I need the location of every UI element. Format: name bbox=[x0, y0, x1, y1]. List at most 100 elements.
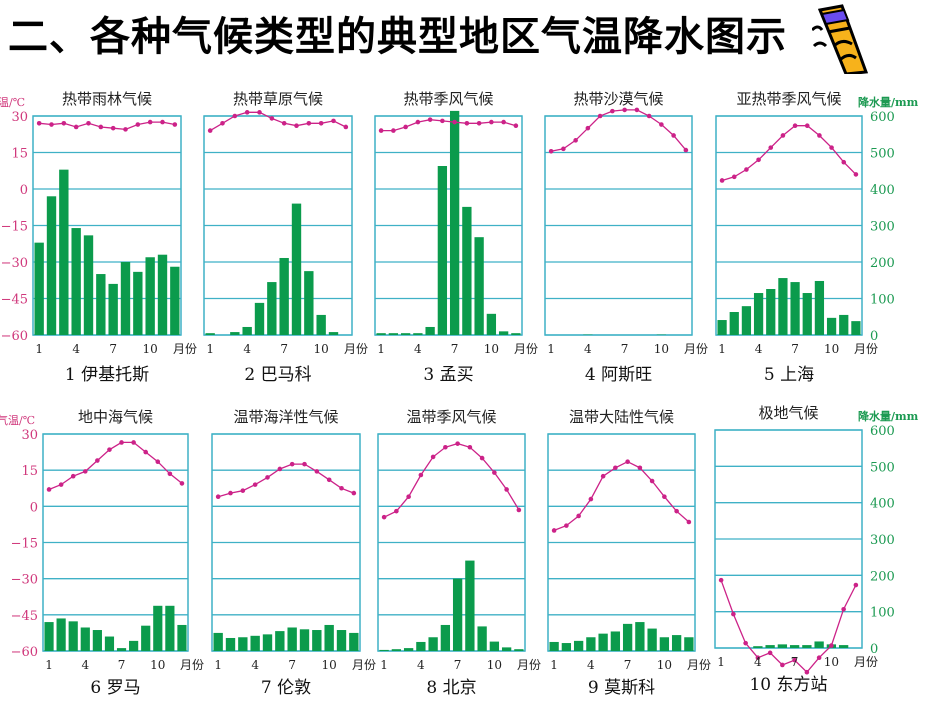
temperature-point bbox=[110, 125, 116, 131]
temperature-point bbox=[58, 482, 64, 487]
precip-bar bbox=[561, 643, 572, 651]
chart-title: 热带草原气候 bbox=[233, 90, 323, 108]
month-tick: 10 bbox=[322, 658, 337, 672]
precip-bar bbox=[647, 628, 657, 651]
temperature-point bbox=[318, 121, 324, 126]
temperature-point bbox=[649, 478, 655, 484]
month-tick: 7 bbox=[454, 658, 462, 672]
precip-bar bbox=[379, 649, 389, 651]
precip-tick: 100 bbox=[870, 293, 895, 308]
temperature-point bbox=[731, 174, 737, 180]
temp-tick: 15 bbox=[21, 464, 38, 479]
precip-bar bbox=[230, 332, 240, 335]
precip-bar bbox=[440, 624, 451, 651]
temperature-point bbox=[378, 128, 384, 133]
temperature-point bbox=[220, 121, 225, 126]
station-caption: 5 上海 bbox=[764, 365, 814, 385]
precip-bar bbox=[717, 320, 727, 335]
precip-bar bbox=[610, 631, 621, 651]
month-tick: 1 bbox=[214, 658, 222, 672]
temperature-point bbox=[452, 119, 457, 125]
temperature-point bbox=[464, 121, 470, 126]
temperature-point bbox=[427, 117, 433, 122]
temperature-line bbox=[550, 109, 687, 152]
precip-bar bbox=[802, 645, 812, 648]
chart-title: 温带海洋性气候 bbox=[233, 408, 338, 426]
precip-bar bbox=[598, 633, 608, 651]
precip-bar bbox=[753, 646, 763, 648]
station-caption: 2 巴马科 bbox=[244, 365, 311, 385]
temperature-point bbox=[476, 121, 482, 126]
precip-bar bbox=[153, 605, 163, 651]
precip-bar bbox=[71, 228, 81, 335]
temperature-point bbox=[326, 477, 332, 483]
temperature-point bbox=[659, 122, 664, 127]
precip-bar bbox=[80, 627, 90, 651]
temperature-point bbox=[671, 133, 676, 138]
temperature-line bbox=[48, 441, 183, 491]
temperature-point bbox=[160, 119, 165, 125]
temp-tick: 30 bbox=[21, 428, 38, 443]
temperature-point bbox=[576, 513, 581, 519]
precip-bar bbox=[129, 640, 139, 651]
temp-tick: −60 bbox=[1, 329, 28, 344]
temperature-point bbox=[95, 458, 100, 463]
temp-axis-label: 气温/℃ bbox=[0, 95, 25, 109]
temperature-point bbox=[46, 487, 52, 492]
precip-bar bbox=[437, 166, 448, 335]
precip-bar bbox=[671, 635, 682, 651]
station-caption: 6 罗马 bbox=[90, 678, 140, 698]
precip-bar bbox=[586, 637, 596, 651]
precip-tick: 600 bbox=[870, 110, 895, 125]
temperature-point bbox=[232, 113, 238, 119]
temperature-point bbox=[131, 440, 136, 445]
temperature-point bbox=[551, 528, 557, 533]
month-tick: 4 bbox=[251, 658, 259, 672]
month-tick: 7 bbox=[109, 342, 117, 356]
precip-bar bbox=[145, 257, 155, 335]
precip-bar bbox=[839, 314, 849, 335]
temp-tick: −30 bbox=[11, 573, 38, 588]
precip-bar bbox=[498, 331, 509, 335]
precip-bar bbox=[291, 203, 302, 335]
month-unit-label: 月份 bbox=[854, 342, 878, 356]
temperature-point bbox=[440, 118, 445, 124]
temperature-point bbox=[492, 470, 497, 475]
temp-axis-label: 气温/℃ bbox=[0, 413, 35, 427]
month-tick: 4 bbox=[414, 342, 422, 356]
month-tick: 1 bbox=[45, 658, 53, 672]
precip-bar bbox=[489, 641, 500, 651]
precip-bar bbox=[474, 237, 484, 335]
precip-bar bbox=[573, 640, 584, 651]
temperature-line bbox=[720, 579, 857, 674]
month-tick: 10 bbox=[824, 342, 839, 356]
month-tick: 7 bbox=[451, 342, 459, 356]
temperature-point bbox=[281, 121, 287, 126]
temperature-point bbox=[443, 444, 448, 450]
precip-bar bbox=[549, 641, 559, 651]
temperature-point bbox=[489, 119, 494, 125]
precip-bar bbox=[83, 235, 94, 335]
precip-bar bbox=[477, 626, 487, 651]
plot-frame bbox=[715, 115, 863, 336]
temp-tick: −45 bbox=[11, 609, 38, 624]
precip-bar bbox=[177, 624, 187, 651]
temp-tick: 0 bbox=[20, 183, 28, 198]
temp-tick: 0 bbox=[30, 500, 38, 515]
precip-bar bbox=[349, 632, 359, 651]
precip-bar bbox=[851, 321, 861, 335]
precip-axis-label: 降水量/mm bbox=[858, 409, 919, 423]
chart-title: 亚热带季风气候 bbox=[736, 90, 841, 108]
month-tick: 10 bbox=[150, 658, 165, 672]
temperature-point bbox=[610, 108, 615, 114]
month-tick: 4 bbox=[755, 342, 763, 356]
temperature-point bbox=[215, 494, 221, 499]
precip-bar bbox=[416, 641, 426, 651]
temperature-point bbox=[36, 121, 42, 126]
temperature-point bbox=[743, 640, 748, 646]
month-tick: 10 bbox=[143, 342, 158, 356]
precip-bar bbox=[275, 631, 285, 651]
precip-tick: 300 bbox=[870, 533, 895, 548]
month-unit-label: 月份 bbox=[352, 658, 376, 672]
temperature-point bbox=[646, 113, 652, 119]
